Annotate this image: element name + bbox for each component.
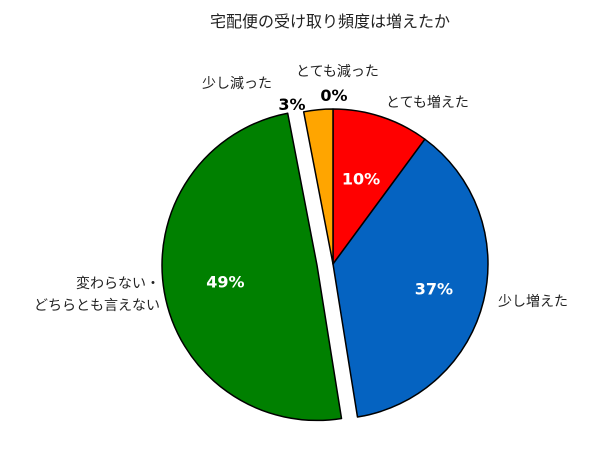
pie-slice-3 xyxy=(161,112,343,422)
pie-slice-1 xyxy=(332,108,426,265)
category-label-3: 変わらない・どちらとも言えない xyxy=(34,275,160,314)
category-label-line: とても減った xyxy=(296,63,379,80)
pie-slices xyxy=(161,108,489,422)
category-label-1: とても増えた xyxy=(386,95,469,111)
value-label-5: 0% xyxy=(320,86,347,105)
value-label-2: 37% xyxy=(415,279,453,298)
category-label-line: とても増えた xyxy=(386,95,469,111)
value-label-4: 3% xyxy=(278,95,305,114)
chart-title: 宅配便の受け取り頻度は増えたか xyxy=(210,12,450,31)
pie-value-labels: 10% 37% 49% 3% 0% xyxy=(206,86,453,298)
value-label-1: 10% xyxy=(342,170,380,189)
category-label-4: 少し減った xyxy=(202,75,272,92)
category-label-line: 少し増えた xyxy=(498,294,568,310)
category-label-2: 少し増えた xyxy=(498,294,568,310)
category-label-line: 変わらない・ xyxy=(76,275,160,292)
value-label-3: 49% xyxy=(206,273,244,292)
category-label-line: 少し減った xyxy=(202,75,272,92)
category-label-line: どちらとも言えない xyxy=(34,298,160,314)
pie-slice-4 xyxy=(302,108,334,265)
category-label-5: とても減った xyxy=(296,63,379,80)
pie-slice-2 xyxy=(332,138,489,418)
